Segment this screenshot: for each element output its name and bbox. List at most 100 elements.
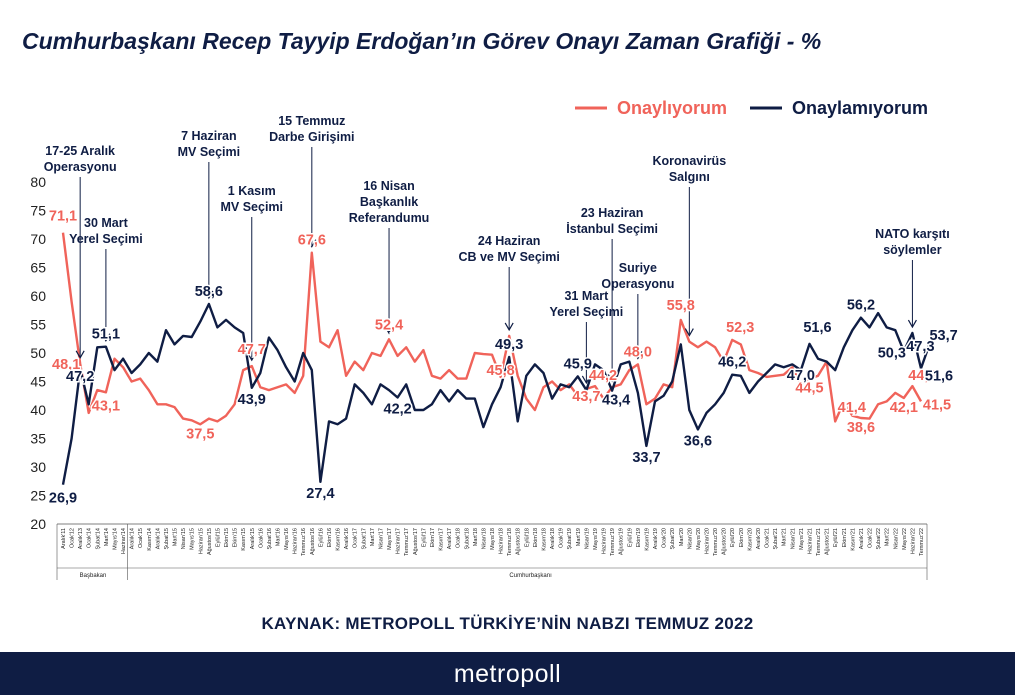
- y-tick-label: 70: [30, 231, 46, 247]
- x-tick-label: Şubat'19: [567, 528, 573, 550]
- data-label: 48,1: [52, 357, 80, 373]
- x-tick-label: Aralık'21: [859, 528, 865, 549]
- arrow-head: [307, 239, 317, 248]
- annotation-text: 1 Kasım: [228, 184, 276, 198]
- x-tick-label: Ekim'16: [327, 528, 333, 547]
- x-tick-label: Şubat'18: [464, 528, 470, 550]
- x-tick-label: Mayıs'16: [284, 528, 290, 550]
- x-tick-label: Mayıs'17: [387, 528, 393, 550]
- data-label: 44,2: [908, 368, 936, 384]
- chart-title: Cumhurbaşkanı Recep Tayyip Erdoğan’ın Gö…: [22, 28, 822, 54]
- x-axis: Aralık'11 Ocak'12 Aralık'13 Ocak'14 Şubat'14…: [56, 523, 928, 580]
- annotation-text: Operasyonu: [44, 160, 117, 174]
- x-tick-label: Ocak'15: [138, 528, 144, 548]
- legend: Onaylıyorum Onaylamıyorum: [575, 98, 928, 118]
- annotation-text: Yerel Seçimi: [69, 232, 143, 246]
- x-tick-label: Mayıs'18: [490, 528, 496, 550]
- x-tick-label: Ocak'21: [765, 528, 771, 548]
- x-tick-label: Mart'19: [576, 528, 582, 546]
- data-label: 43,1: [92, 398, 120, 414]
- x-tick-label: Eylül'20: [730, 528, 736, 547]
- x-tick-label: Mart'18: [473, 528, 479, 546]
- data-label: 36,6: [684, 433, 712, 449]
- annotation-text: Başkanlık: [360, 195, 418, 209]
- approve-line: [61, 232, 923, 426]
- arrow-head: [204, 290, 214, 300]
- y-tick-label: 65: [30, 260, 46, 276]
- x-tick-label: Temmuz'16: [301, 528, 307, 556]
- annotation-text: Operasyonu: [601, 277, 674, 291]
- arrow-head: [684, 328, 694, 337]
- data-label: 52,4: [375, 317, 403, 333]
- x-tick-label: Mart'14: [104, 528, 110, 546]
- annotation-text: 31 Mart: [564, 289, 609, 303]
- x-tick-label: Haziran'18: [499, 528, 505, 554]
- x-tick-label: Ağustos'18: [516, 528, 522, 555]
- y-tick-label: 45: [30, 374, 46, 390]
- annotation-text: söylemler: [883, 243, 942, 257]
- x-tick-label: Nisan'17: [378, 528, 384, 549]
- x-tick-label: Mayıs'22: [902, 528, 908, 550]
- x-tick-label: Aralık'19: [653, 528, 659, 549]
- y-tick-label: 25: [30, 488, 46, 504]
- x-tick-label: Ocak'16: [258, 528, 264, 548]
- x-tick-label: Mayıs'14: [112, 528, 118, 550]
- x-tick-label: Temmuz'18: [507, 528, 513, 556]
- data-label: 51,6: [925, 368, 953, 384]
- x-tick-label: Mart'22: [885, 528, 891, 546]
- annotation-text: 16 Nisan: [363, 179, 414, 193]
- x-tick-label: Haziran'22: [910, 528, 916, 554]
- data-label: 43,7: [572, 389, 600, 405]
- data-label: 55,8: [667, 298, 695, 314]
- annotation-text: 23 Haziran: [581, 206, 644, 220]
- x-tick-label: Haziran'19: [602, 528, 608, 554]
- x-tick-label: Aralık'17: [447, 528, 453, 549]
- y-tick-label: 50: [30, 345, 46, 361]
- x-tick-label: Eylül'16: [318, 528, 324, 547]
- x-tick-label: Mayıs'21: [799, 528, 805, 550]
- x-tick-label: Ocak'20: [662, 528, 668, 548]
- source-note: KAYNAK: METROPOLL TÜRKİYE’NİN NABZI TEMM…: [261, 614, 754, 633]
- annotation-text: CB ve MV Seçimi: [458, 250, 559, 264]
- x-tick-label: Eylül'15: [215, 528, 221, 547]
- x-tick-label: Mart'20: [679, 528, 685, 546]
- annotation-text: Koronavirüs: [653, 154, 727, 168]
- arrow-head: [101, 333, 111, 342]
- data-label: 47,2: [66, 369, 94, 385]
- x-tick-label: Haziran'15: [198, 528, 204, 554]
- x-tick-label: Kasım'20: [747, 528, 753, 551]
- x-tick-label: Ocak'12: [70, 528, 76, 548]
- y-tick-label: 35: [30, 431, 46, 447]
- x-tick-label: Şubat'16: [267, 528, 273, 550]
- data-label: 41,5: [923, 397, 951, 413]
- annotation-text: Darbe Girişimi: [269, 130, 354, 144]
- y-tick-label: 80: [30, 174, 46, 190]
- data-label: 47,3: [906, 339, 934, 355]
- event-annotations: 17-25 Aralık Operasyonu 30 Mart Yerel Seçim…: [44, 114, 950, 385]
- data-label: 67,6: [298, 233, 326, 249]
- annotation-text: 15 Temmuz: [278, 114, 345, 128]
- x-tick-label: Ekim'15: [224, 528, 230, 547]
- data-label: 48,0: [624, 344, 652, 360]
- x-tick-label: Ekim'17: [430, 528, 436, 547]
- y-tick-label: 30: [30, 459, 46, 475]
- data-labels: 71,1 48,1 43,1 37,5 47,7 67,6 52,4 45,8 43,7 44,2…: [47, 207, 959, 508]
- x-tick-label: Mart'15: [173, 528, 179, 546]
- y-axis: 20 25 30 35 40 45 50 55 60 65 70 75 80: [30, 174, 46, 532]
- approval-line-chart: 20 25 30 35 40 45 50 55 60 65 70 75 80 17-25 Aralık O…: [30, 98, 959, 580]
- data-label: 56,2: [847, 298, 875, 314]
- data-label: 58,6: [195, 284, 223, 300]
- x-tick-label: Ocak'22: [868, 528, 874, 548]
- x-tick-label: Ağustos'21: [825, 528, 831, 555]
- annotation-text: MV Seçimi: [220, 200, 283, 214]
- annotation-text: Suriye: [619, 261, 657, 275]
- data-label: 44,2: [589, 368, 617, 384]
- y-tick-label: 20: [30, 516, 46, 532]
- data-label: 27,4: [306, 486, 334, 502]
- x-tick-label: Mart'21: [782, 528, 788, 546]
- data-label: 46,2: [718, 355, 746, 371]
- x-tick-label: Eylül'17: [421, 528, 427, 547]
- x-tick-label: Şubat'17: [361, 528, 367, 550]
- arrow-head: [384, 326, 394, 335]
- x-tick-label: Şubat'20: [670, 528, 676, 550]
